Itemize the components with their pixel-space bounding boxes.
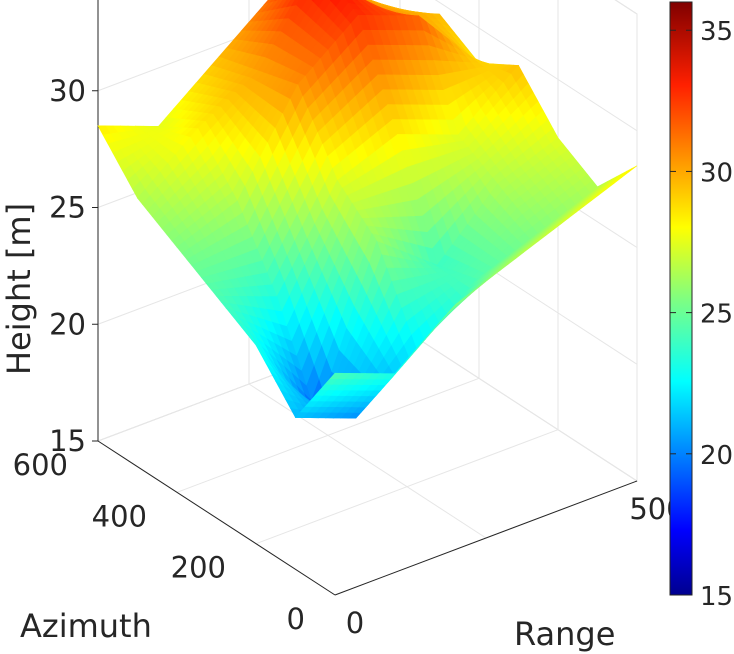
- colorbar-gradient: [669, 1, 693, 596]
- x-axis-line: [334, 480, 638, 596]
- y-axis-line: [97, 440, 336, 596]
- grid-line-x: [248, 383, 487, 539]
- colorbar-tick-label: 15: [700, 582, 733, 612]
- colorbar-tick-label: 20: [700, 441, 733, 471]
- y-tick-label: 600: [13, 448, 68, 482]
- z-tick-label: 15: [49, 424, 86, 458]
- grid-line-x: [399, 326, 638, 482]
- colorbar: 15 20 25 30 35: [669, 1, 733, 612]
- z-axis-label: Height [m]: [0, 203, 38, 375]
- z-tick-label: 25: [49, 191, 86, 225]
- colorbar-tick-label: 25: [700, 300, 733, 330]
- y-tick-label: 0: [287, 602, 305, 636]
- surface-cell: [329, 372, 344, 380]
- colorbar-tick-label: 35: [700, 17, 733, 47]
- y-tick-label: 200: [171, 551, 226, 585]
- x-axis-label: Range: [514, 615, 615, 653]
- y-axis-label: Azimuth: [20, 607, 152, 645]
- y-tick-label: 400: [92, 499, 147, 533]
- colorbar-ticks: 15 20 25 30 35: [670, 17, 733, 612]
- z-tick-label: 20: [49, 307, 86, 341]
- height-surface: [97, 0, 638, 419]
- x-tick-label: 0: [346, 606, 364, 640]
- z-tick-label: 30: [49, 74, 86, 108]
- colorbar-tick-label: 30: [700, 158, 733, 188]
